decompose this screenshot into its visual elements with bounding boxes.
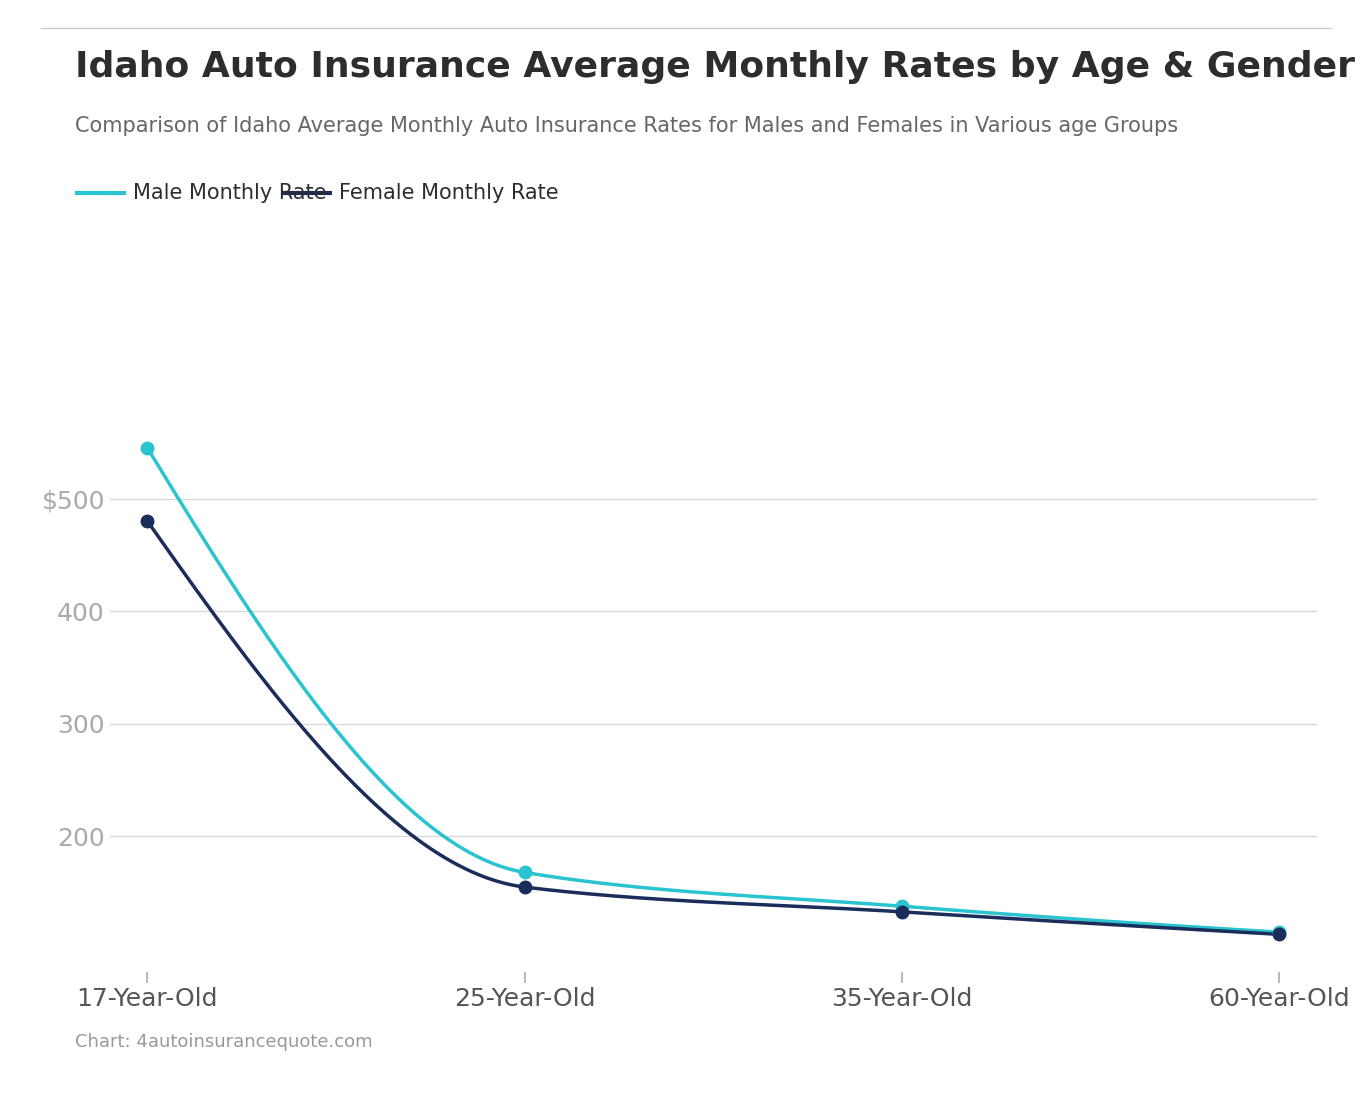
Text: Comparison of Idaho Average Monthly Auto Insurance Rates for Males and Females i: Comparison of Idaho Average Monthly Auto… [75,116,1179,136]
Point [137,439,158,457]
Point [137,512,158,530]
Point [892,898,914,915]
Text: Chart: 4autoinsurancequote.com: Chart: 4autoinsurancequote.com [75,1033,373,1051]
Point [892,903,914,921]
Point [513,863,535,881]
Text: Female Monthly Rate: Female Monthly Rate [339,183,558,203]
Text: Male Monthly Rate: Male Monthly Rate [133,183,327,203]
Point [1268,925,1290,943]
Text: Idaho Auto Insurance Average Monthly Rates by Age & Gender: Idaho Auto Insurance Average Monthly Rat… [75,50,1356,84]
Point [1268,923,1290,941]
Point [513,879,535,896]
